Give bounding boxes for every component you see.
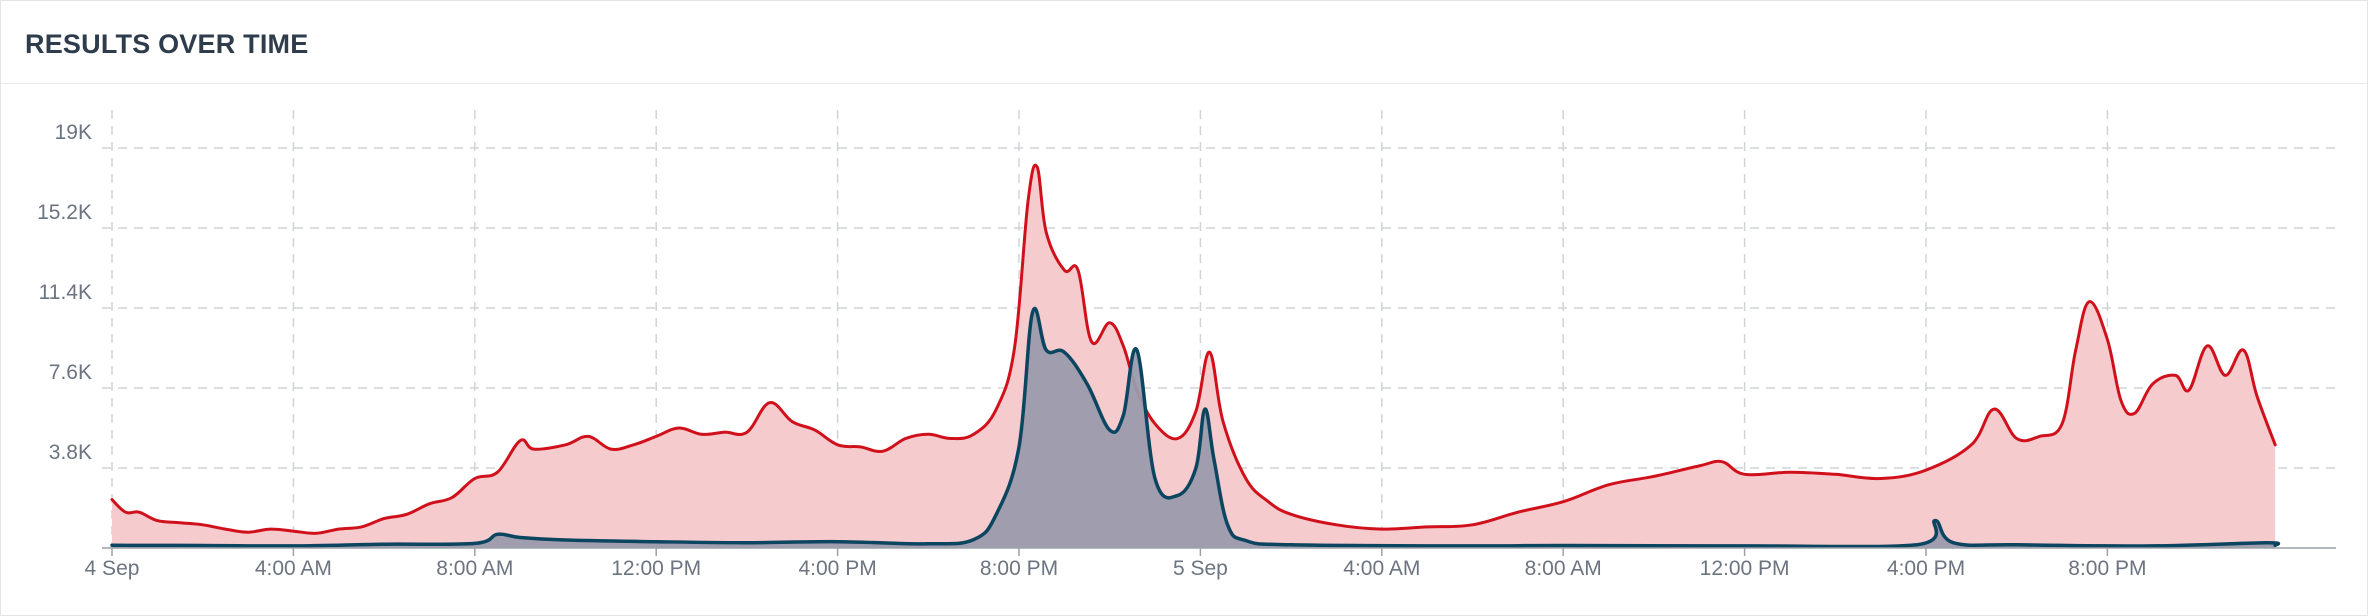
series-secondary-area bbox=[112, 308, 2279, 548]
x-tick-label: 4:00 AM bbox=[1343, 557, 1420, 580]
y-tick-label: 19K bbox=[55, 121, 92, 144]
panel-header: RESULTS OVER TIME bbox=[1, 1, 2367, 84]
panel-title: RESULTS OVER TIME bbox=[25, 29, 309, 59]
x-tick-label: 4:00 PM bbox=[1887, 557, 1965, 580]
series-secondary-line bbox=[110, 306, 2281, 549]
x-tick-label: 12:00 PM bbox=[1700, 557, 1790, 580]
x-tick-label: 5 Sep bbox=[1173, 557, 1228, 580]
y-tick-label: 15.2K bbox=[37, 201, 92, 224]
x-tick-label: 8:00 AM bbox=[436, 557, 513, 580]
series-total-area bbox=[112, 165, 2276, 548]
y-tick-label: 7.6K bbox=[49, 361, 92, 384]
x-tick-label: 4:00 AM bbox=[255, 557, 332, 580]
x-tick-label: 12:00 PM bbox=[611, 557, 701, 580]
y-tick-label: 3.8K bbox=[49, 441, 92, 464]
x-tick-label: 8:00 PM bbox=[2068, 557, 2146, 580]
x-tick-label: 4 Sep bbox=[85, 557, 140, 580]
x-tick-label: 8:00 PM bbox=[980, 557, 1058, 580]
series-total-line bbox=[110, 163, 2277, 535]
x-tick-label: 4:00 PM bbox=[798, 557, 876, 580]
x-tick-label: 8:00 AM bbox=[1525, 557, 1602, 580]
y-tick-label: 11.4K bbox=[39, 281, 92, 304]
